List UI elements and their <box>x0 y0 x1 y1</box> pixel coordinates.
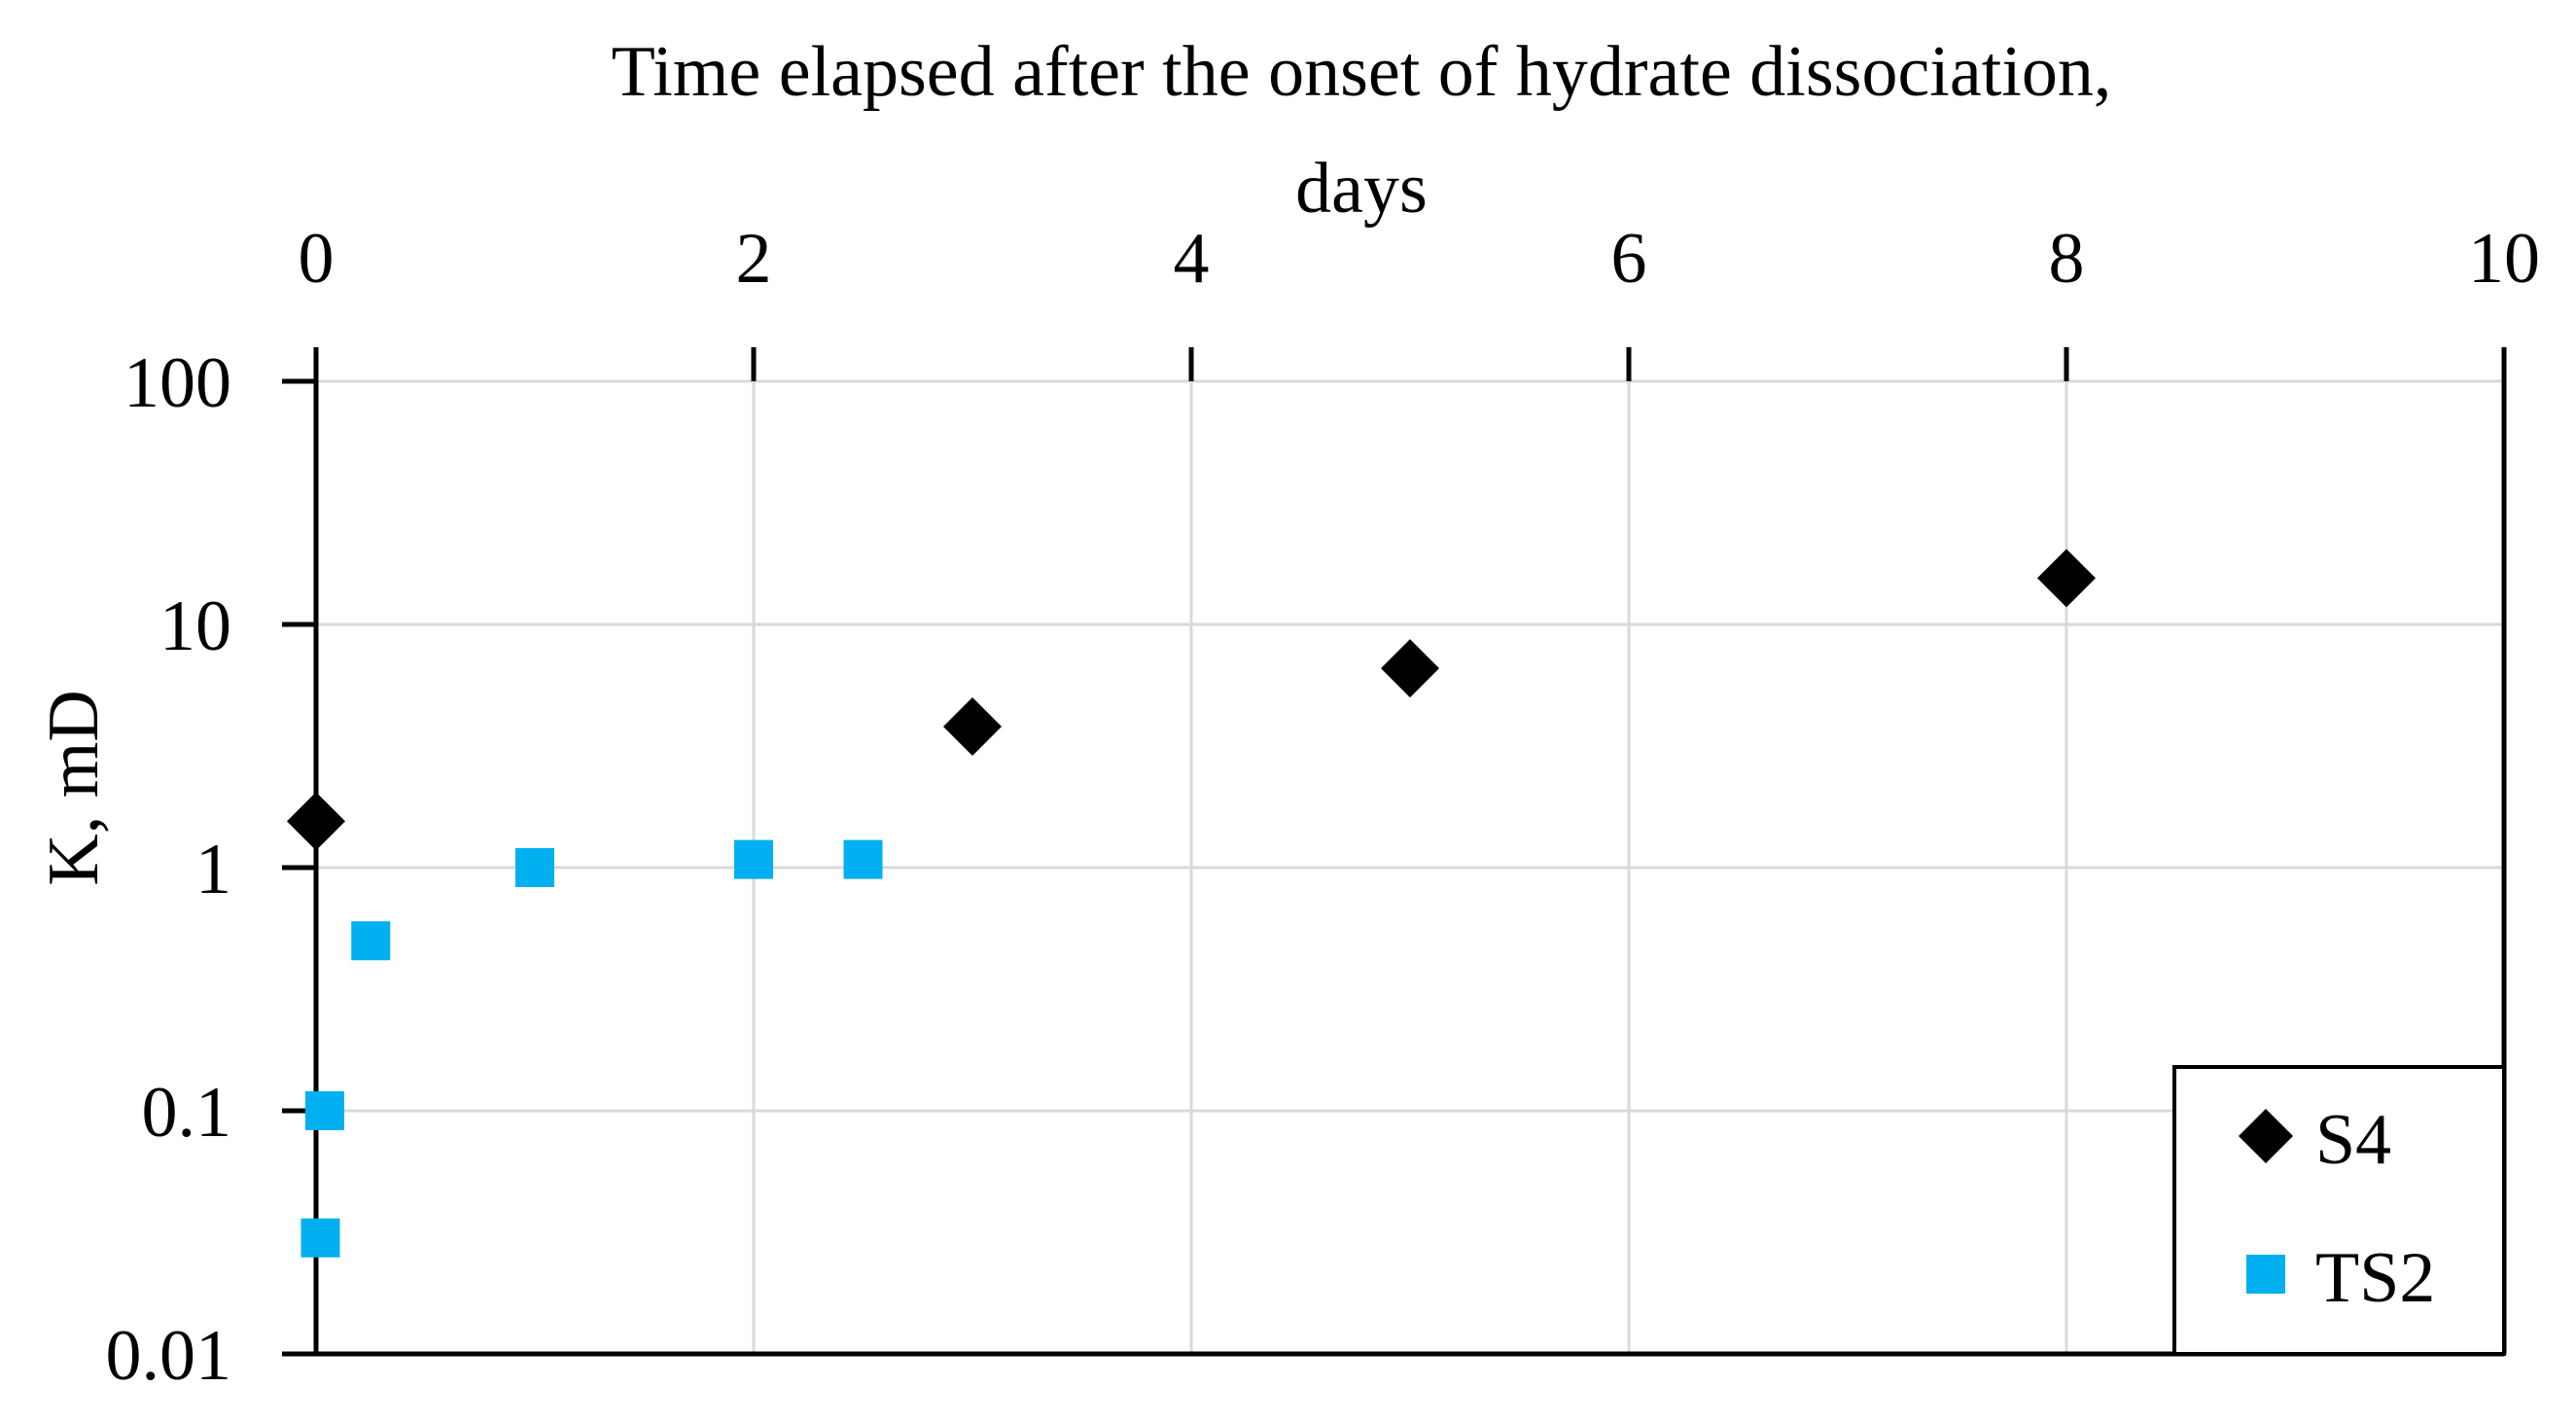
y-tick-label: 0.1 <box>142 1073 232 1153</box>
tick-labels: 0 2 4 6 8 10 0.01 0.1 1 10 100 <box>106 219 2541 1396</box>
x-tick-label: 4 <box>1174 219 1210 299</box>
grid-lines <box>316 379 2504 1354</box>
x-tick-label: 10 <box>2468 219 2540 299</box>
data-point-s4 <box>2037 549 2096 608</box>
legend-marker-ts2 <box>2246 1255 2285 1294</box>
x-axis-title-line-2: days <box>1295 149 1428 229</box>
legend-marker-s4 <box>2239 1109 2293 1163</box>
data-point-s4 <box>1381 639 1439 698</box>
y-axis-title: K, mD <box>34 690 114 885</box>
data-point-ts2 <box>300 1218 340 1258</box>
data-point-ts2 <box>734 839 773 879</box>
data-point-ts2 <box>515 848 554 887</box>
data-point-ts2 <box>843 839 883 879</box>
x-tick-label: 0 <box>299 219 335 299</box>
x-axis-title-line-1: Time elapsed after the onset of hydrate … <box>612 32 2112 112</box>
y-tick-label: 1 <box>195 830 231 909</box>
data-point-s4 <box>287 792 345 851</box>
data-points <box>287 549 2096 1258</box>
axis-titles: Time elapsed after the onset of hydrate … <box>34 32 2111 886</box>
y-tick-label: 0.01 <box>106 1316 232 1396</box>
x-tick-label: 8 <box>2049 219 2085 299</box>
legend: S4 TS2 <box>2172 1065 2506 1356</box>
legend-label-s4: S4 <box>2315 1100 2391 1180</box>
x-tick-label: 6 <box>1611 219 1647 299</box>
data-point-ts2 <box>351 921 391 961</box>
data-point-ts2 <box>305 1091 344 1130</box>
legend-box <box>2172 1065 2506 1356</box>
data-point-s4 <box>943 697 1002 757</box>
y-tick-label: 10 <box>159 587 231 666</box>
axes <box>282 347 2507 1357</box>
legend-label-ts2: TS2 <box>2315 1238 2435 1318</box>
y-tick-label: 100 <box>124 343 231 423</box>
x-tick-label: 2 <box>736 219 772 299</box>
